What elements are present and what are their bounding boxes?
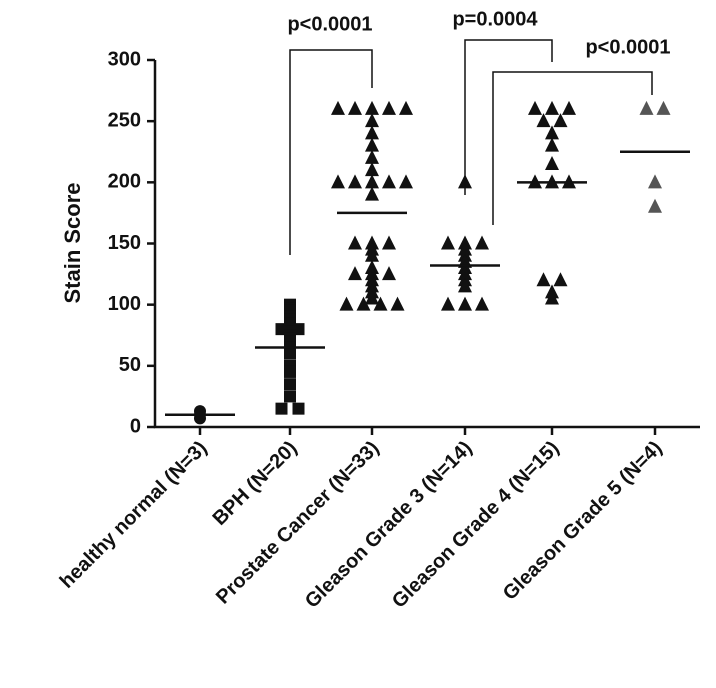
point <box>365 247 379 262</box>
point <box>348 235 362 250</box>
p-value: p=0.0004 <box>452 8 538 30</box>
y-tick-label: 50 <box>119 354 141 376</box>
point <box>331 100 345 115</box>
point <box>441 296 455 311</box>
point <box>348 100 362 115</box>
point <box>553 272 568 287</box>
point <box>545 290 559 305</box>
point <box>284 365 296 378</box>
point <box>545 125 559 140</box>
point <box>365 162 379 177</box>
point <box>648 174 662 189</box>
p-value: p<0.0001 <box>585 36 670 58</box>
point <box>382 235 396 250</box>
point <box>275 402 288 415</box>
point <box>339 296 354 311</box>
point <box>382 100 396 115</box>
point <box>536 272 551 287</box>
point <box>458 296 472 311</box>
point <box>284 390 296 403</box>
point <box>562 100 576 115</box>
axis-line <box>153 60 700 429</box>
x-tick-label: Gleason Grade 3 (N=14) <box>301 437 477 613</box>
x-tick-label: healthy normal (N=3) <box>56 437 212 593</box>
y-tick-label: 300 <box>108 48 141 70</box>
point <box>545 155 559 170</box>
y-tick-label: 100 <box>108 293 141 315</box>
point <box>390 296 405 311</box>
y-tick-label: 0 <box>130 415 141 437</box>
point <box>365 100 379 115</box>
point <box>365 137 379 152</box>
point <box>284 378 296 391</box>
point <box>365 125 379 140</box>
p-value: p<0.0001 <box>287 13 372 35</box>
point <box>399 100 413 115</box>
point <box>545 100 559 115</box>
significance-bracket <box>289 49 373 255</box>
point <box>382 266 396 281</box>
point <box>348 174 362 189</box>
point <box>292 402 305 415</box>
point <box>331 174 345 189</box>
significance-bracket <box>464 39 553 195</box>
point <box>441 235 455 250</box>
x-tick-label: Prostate Cancer (N=33) <box>212 437 384 609</box>
significance-bracket <box>492 71 653 225</box>
y-tick-label: 150 <box>108 232 141 254</box>
point <box>475 296 489 311</box>
point <box>656 100 671 115</box>
point <box>536 113 551 128</box>
point <box>648 198 662 213</box>
y-axis-label: Stain Score <box>60 182 85 303</box>
y-tick-label: 250 <box>108 109 141 131</box>
point <box>382 174 396 189</box>
point <box>365 186 379 201</box>
point <box>365 290 379 305</box>
x-tick-label: Gleason Grade 4 (N=15) <box>388 437 564 613</box>
point <box>639 100 654 115</box>
point <box>475 235 489 250</box>
y-tick-label: 200 <box>108 171 141 193</box>
point <box>553 113 568 128</box>
point <box>528 100 542 115</box>
point <box>365 113 379 128</box>
point <box>365 149 379 164</box>
point <box>348 266 362 281</box>
point <box>284 347 296 360</box>
point <box>458 278 472 293</box>
point <box>373 296 388 311</box>
point <box>545 137 559 152</box>
point <box>356 296 371 311</box>
point <box>399 174 413 189</box>
point <box>365 174 379 189</box>
